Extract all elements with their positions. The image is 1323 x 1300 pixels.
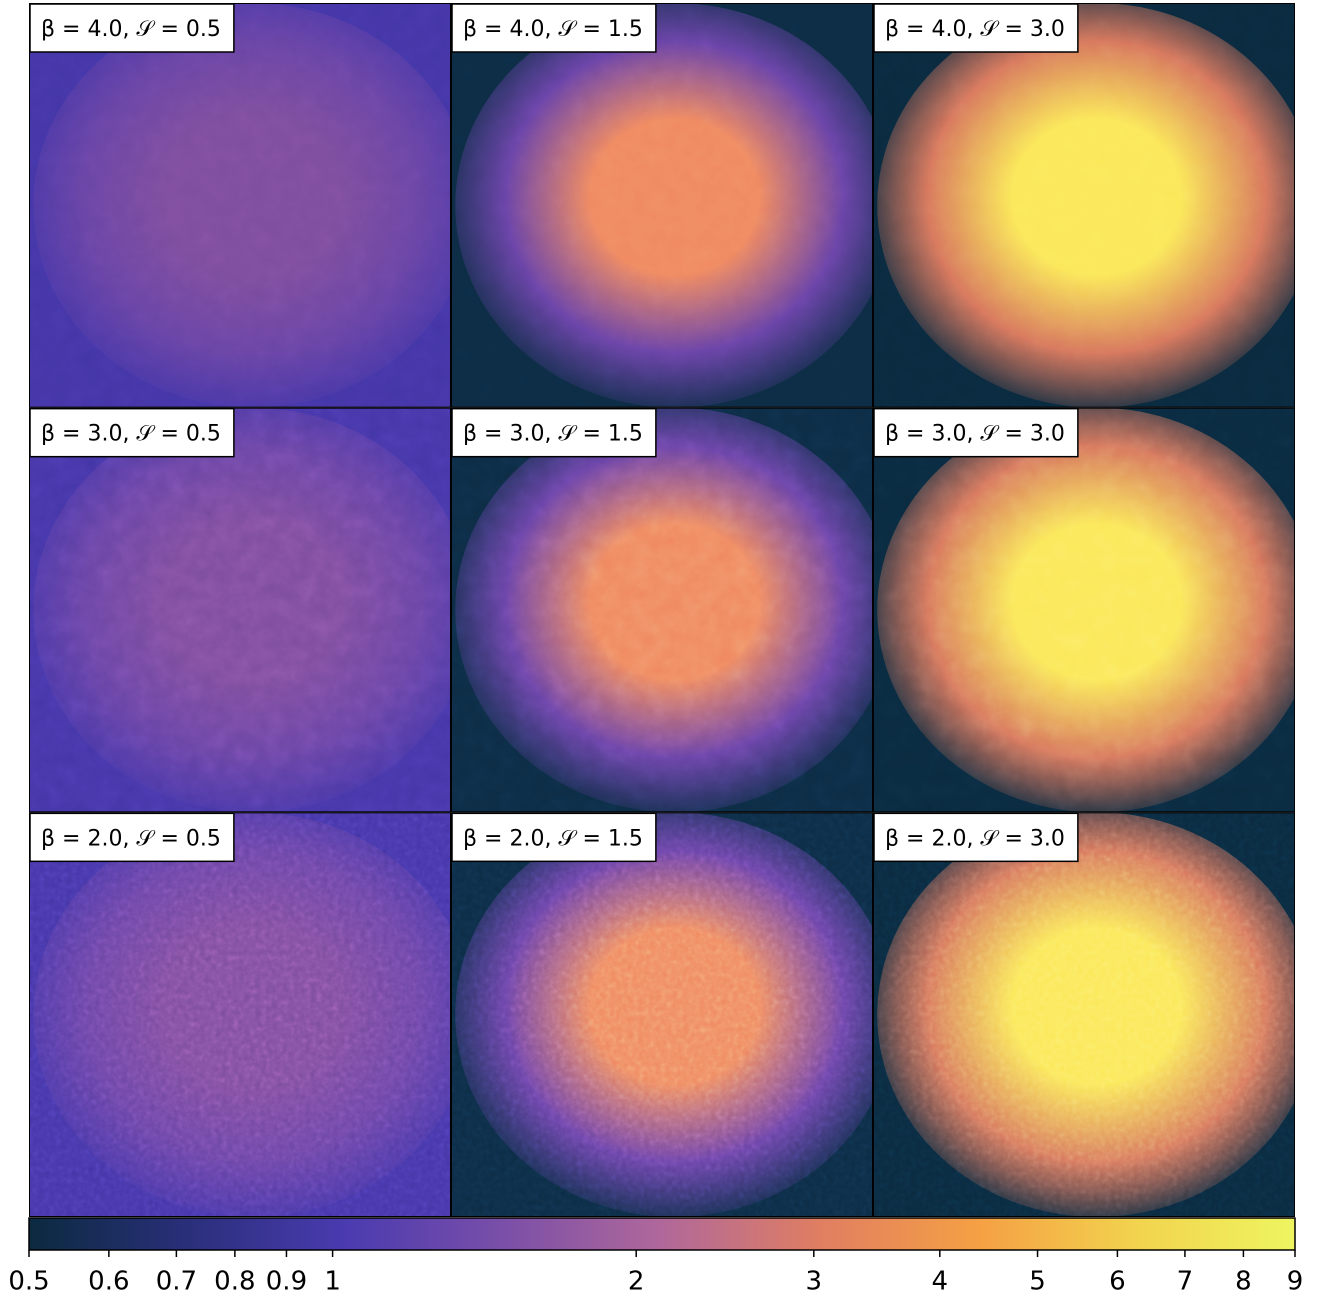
tick-label: 0.7 [156,1267,197,1297]
panel-grid: β = 4.0, 𝒮 = 0.5 β = 4.0, 𝒮 = 1.5 β = 4.0,… [29,3,1316,1217]
tick-label: 1 [324,1267,341,1297]
colorbar: 0.5 0.6 0.7 0.8 0.9 1 2 3 4 5 6 7 8 9 [8,1218,1303,1297]
panel-label: β = 3.0, 𝒮 = 3.0 [885,422,1065,447]
figure: β = 4.0, 𝒮 = 0.5 β = 4.0, 𝒮 = 1.5 β = 4.0,… [0,0,1323,1300]
tick-label: 5 [1029,1267,1046,1297]
panel-label: β = 3.0, 𝒮 = 1.5 [463,422,643,447]
tick-label: 6 [1109,1267,1126,1297]
panel [451,812,894,1217]
tick-label: 0.8 [214,1267,255,1297]
panel-label: β = 4.0, 𝒮 = 0.5 [41,17,221,42]
colorbar-gradient [29,1218,1295,1250]
panel-label: β = 3.0, 𝒮 = 0.5 [41,422,221,447]
panel-texture [29,408,451,813]
panel [873,812,1316,1217]
panel [29,812,472,1217]
panel-texture [451,408,873,813]
panel-texture [873,812,1295,1217]
tick-label: 0.5 [8,1267,49,1297]
panel-label: β = 2.0, 𝒮 = 3.0 [885,826,1065,851]
panel [29,408,472,813]
tick-label: 2 [628,1267,645,1297]
tick-label: 7 [1177,1267,1194,1297]
panel [873,3,1316,408]
tick-label: 4 [932,1267,949,1297]
tick-label: 0.9 [266,1267,307,1297]
panel [29,3,472,408]
panel-texture [29,812,451,1217]
panel-label: β = 4.0, 𝒮 = 3.0 [885,17,1065,42]
panel [451,408,894,813]
panel-texture [451,812,873,1217]
panel-texture [29,3,451,408]
tick-label: 8 [1235,1267,1252,1297]
panel-texture [873,408,1295,813]
panel-label: β = 4.0, 𝒮 = 1.5 [463,17,643,42]
panel-label: β = 2.0, 𝒮 = 1.5 [463,826,643,851]
panel-label: β = 2.0, 𝒮 = 0.5 [41,826,221,851]
tick-label: 3 [806,1267,823,1297]
panel-texture [873,3,1295,408]
panel-texture [451,3,873,408]
tick-label: 0.6 [88,1267,129,1297]
panel [451,3,894,408]
tick-label: 9 [1287,1267,1304,1297]
panel [873,408,1316,813]
